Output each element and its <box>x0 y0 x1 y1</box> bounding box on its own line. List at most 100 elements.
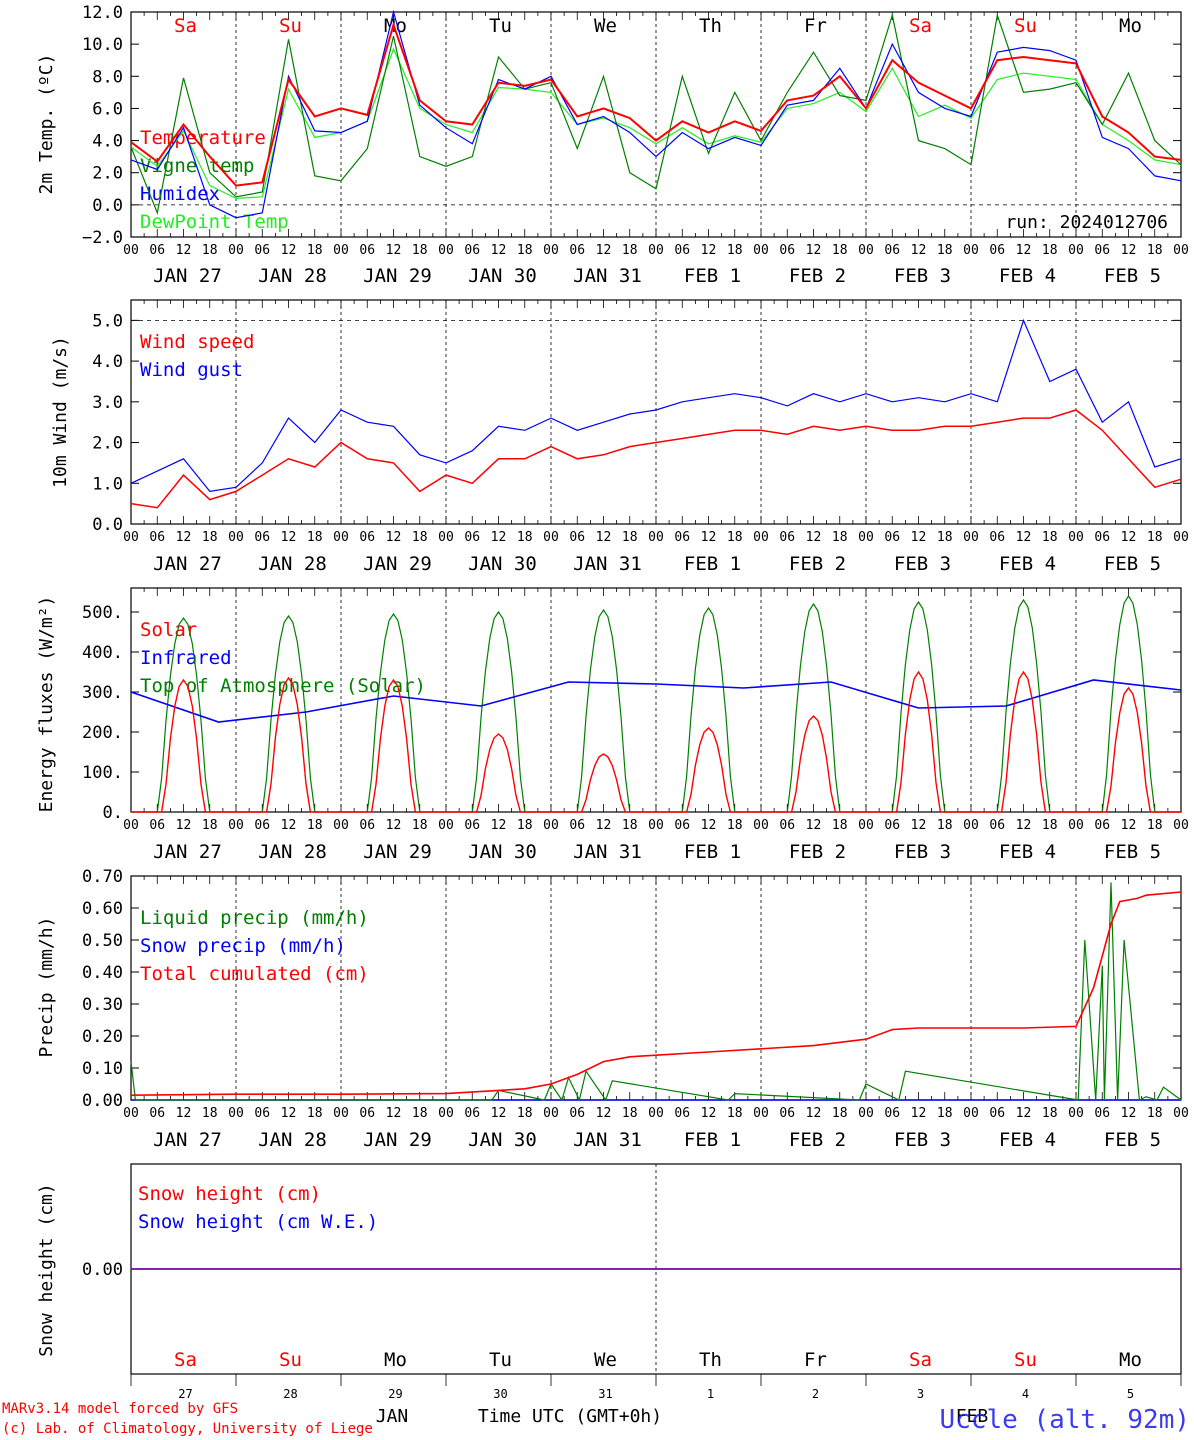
y-tick-label: 0.0 <box>92 515 123 535</box>
weekday-label: Su <box>1014 15 1037 37</box>
weekday-label: Tu <box>489 15 512 37</box>
legend-snow-precip: Snow precip (mm/h) <box>140 935 346 957</box>
hour-tick-label: 06 <box>674 1106 690 1121</box>
y-tick-label: 3.0 <box>92 393 123 413</box>
hour-tick-label: 12 <box>911 530 927 545</box>
y-tick-label: 0.00 <box>82 1091 123 1111</box>
hour-tick-label: 12 <box>281 530 297 545</box>
ylabel-temp: 2m Temp. (ºC) <box>36 54 57 195</box>
hour-tick-label: 00 <box>438 530 454 545</box>
date-label: FEB 1 <box>684 265 741 287</box>
hour-tick-label: 00 <box>1068 1106 1084 1121</box>
hour-tick-label: 18 <box>832 1106 848 1121</box>
series-wind-gust <box>130 318 1182 493</box>
hour-tick-label: 00 <box>963 818 979 833</box>
y-tick-label: 0.40 <box>82 963 123 983</box>
date-label: FEB 1 <box>684 553 741 575</box>
weekday-label-bottom: Su <box>1014 1349 1037 1371</box>
date-label: JAN 28 <box>258 841 327 863</box>
hour-tick-label: 12 <box>1121 818 1137 833</box>
hour-tick-label: 00 <box>333 530 349 545</box>
hour-tick-label: 00 <box>1173 243 1189 258</box>
hour-tick-label: 12 <box>1016 243 1032 258</box>
hour-tick-label: 12 <box>281 818 297 833</box>
hour-tick-label: 18 <box>412 818 428 833</box>
hour-tick-label: 12 <box>1016 1106 1032 1121</box>
hour-tick-label: 12 <box>911 818 927 833</box>
hour-tick-label: 12 <box>911 243 927 258</box>
date-label: FEB 2 <box>789 1129 846 1151</box>
hour-tick-label: 06 <box>359 530 375 545</box>
hour-tick-label: 12 <box>701 243 717 258</box>
hour-tick-label: 18 <box>412 243 428 258</box>
hour-tick-label: 06 <box>884 243 900 258</box>
hour-tick-label: 12 <box>596 1106 612 1121</box>
hour-tick-label: 06 <box>779 1106 795 1121</box>
weekday-label-bottom: Mo <box>1119 1349 1142 1371</box>
hour-tick-label: 12 <box>1016 818 1032 833</box>
hour-tick-label: 12 <box>1016 530 1032 545</box>
date-label: FEB 4 <box>999 265 1056 287</box>
hour-tick-label: 06 <box>989 530 1005 545</box>
hour-tick-label: 06 <box>569 530 585 545</box>
date-label: JAN 30 <box>468 1129 537 1151</box>
day-number: 30 <box>493 1387 507 1401</box>
hour-tick-label: 00 <box>963 1106 979 1121</box>
weekday-label: Sa <box>174 15 197 37</box>
hour-tick-label: 06 <box>779 243 795 258</box>
hour-tick-label: 00 <box>648 1106 664 1121</box>
hour-tick-label: 00 <box>228 1106 244 1121</box>
date-label: JAN 29 <box>363 841 432 863</box>
day-number: 28 <box>283 1387 297 1401</box>
hour-tick-label: 00 <box>753 530 769 545</box>
hour-tick-label: 00 <box>858 530 874 545</box>
hour-tick-label: 18 <box>1147 243 1163 258</box>
hour-tick-label: 12 <box>386 818 402 833</box>
weekday-label: We <box>594 15 617 37</box>
y-tick-label: 2.0 <box>92 164 123 184</box>
weekday-label: Fr <box>804 15 827 37</box>
footer-model: MARv3.14 model forced by GFS <box>2 1401 238 1417</box>
y-tick-label: 0.70 <box>82 867 123 887</box>
hour-tick-label: 00 <box>858 818 874 833</box>
hour-tick-label: 12 <box>1121 1106 1137 1121</box>
legend-vigne-temp: Vigne temp <box>140 155 254 177</box>
weekday-label-bottom: Sa <box>174 1349 197 1371</box>
hour-tick-label: 00 <box>333 1106 349 1121</box>
series-wind-speed <box>130 409 1182 509</box>
date-label: JAN 31 <box>573 265 642 287</box>
date-label: FEB 5 <box>1104 1129 1161 1151</box>
hour-tick-label: 12 <box>911 1106 927 1121</box>
y-tick-label: 12.0 <box>82 3 123 23</box>
panel-frame-1 <box>130 299 1182 525</box>
hour-tick-label: 00 <box>1068 243 1084 258</box>
y-tick-label: 300. <box>82 683 123 703</box>
hour-tick-label: 06 <box>569 1106 585 1121</box>
hour-tick-label: 06 <box>254 818 270 833</box>
hour-tick-label: 12 <box>806 1106 822 1121</box>
legend-liquid: Liquid precip (mm/h) <box>140 907 369 929</box>
hour-tick-label: 12 <box>281 1106 297 1121</box>
y-tick-label: 0.10 <box>82 1059 123 1079</box>
weekday-label-bottom: Tu <box>489 1349 512 1371</box>
series-temperature <box>130 21 1182 187</box>
date-label: JAN 31 <box>573 1129 642 1151</box>
day-number: 27 <box>178 1387 192 1401</box>
hour-tick-label: 06 <box>254 1106 270 1121</box>
hour-tick-label: 06 <box>569 243 585 258</box>
date-label: JAN 29 <box>363 265 432 287</box>
hour-tick-label: 00 <box>123 818 139 833</box>
hour-tick-label: 18 <box>622 818 638 833</box>
legend-solar: Solar <box>140 619 197 641</box>
hour-tick-label: 18 <box>412 1106 428 1121</box>
hour-tick-label: 00 <box>1068 530 1084 545</box>
hour-tick-label: 06 <box>359 818 375 833</box>
run-annotation: run: 2024012706 <box>1005 212 1168 233</box>
hour-tick-label: 18 <box>1147 1106 1163 1121</box>
hour-tick-label: 18 <box>727 818 743 833</box>
y-tick-label: 100. <box>82 763 123 783</box>
y-tick-label: 0.30 <box>82 995 123 1015</box>
hour-tick-label: 06 <box>779 818 795 833</box>
hour-tick-label: 12 <box>491 1106 507 1121</box>
xaxis-title: Time UTC (GMT+0h) <box>478 1406 662 1427</box>
